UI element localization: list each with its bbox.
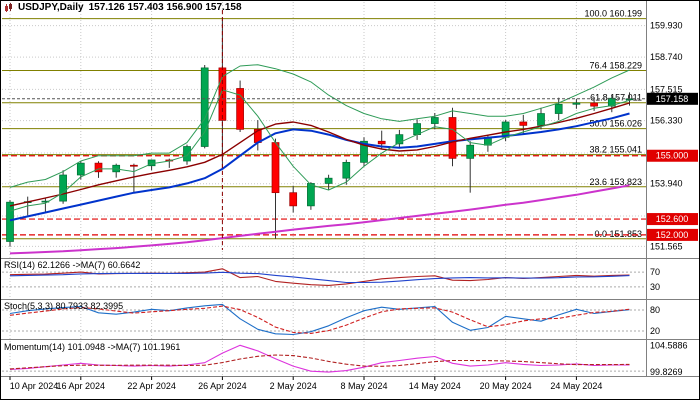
candle: [59, 174, 67, 202]
svg-text:23.6 153.823: 23.6 153.823: [589, 177, 642, 187]
candle: [519, 121, 528, 126]
price-axis-labels[interactable]: 159.930 158.740 157.515 156.330 153.940 151.5…: [650, 21, 683, 252]
svg-text:152.600: 152.600: [656, 214, 689, 224]
svg-text:159.930: 159.930: [650, 21, 683, 31]
svg-text:104.5886: 104.5886: [650, 340, 688, 350]
svg-text:158.740: 158.740: [650, 52, 683, 62]
stoch-signal-line: [9, 305, 630, 334]
candle: [307, 183, 315, 207]
fibonacci-layer: 100.0 160.199 76.4 158.229 61.8 157.011 50.…: [2, 9, 646, 240]
candle: [377, 140, 386, 145]
svg-text:70: 70: [650, 267, 660, 277]
svg-text:10 Apr 2024: 10 Apr 2024: [10, 381, 59, 391]
svg-text:0.0 151.853: 0.0 151.853: [594, 229, 642, 239]
momentum-pane-layer: 104.5886 99.8269: [2, 340, 688, 377]
svg-text:99.8269: 99.8269: [650, 367, 683, 377]
svg-text:76.4 158.229: 76.4 158.229: [589, 61, 642, 71]
svg-text:152.000: 152.000: [656, 230, 689, 240]
candle: [590, 102, 598, 107]
rsi-pane-layer: 70 30: [2, 267, 660, 292]
candle: [94, 162, 103, 173]
svg-text:8 May 2024: 8 May 2024: [340, 381, 387, 391]
svg-text:80: 80: [650, 305, 660, 315]
svg-text:157.158: 157.158: [656, 94, 689, 104]
svg-text:14 May 2024: 14 May 2024: [409, 381, 461, 391]
rsi-ma7-line: [9, 271, 630, 284]
momentum-ma7-line: [9, 354, 630, 370]
svg-text:30: 30: [650, 282, 660, 292]
svg-text:26 Apr 2024: 26 Apr 2024: [198, 381, 247, 391]
svg-text:38.2 155.041: 38.2 155.041: [589, 145, 642, 155]
band-green-upper: [9, 64, 630, 188]
candle: [324, 177, 333, 184]
candle: [200, 67, 209, 147]
price-axis-boxes: 157.158 155.000 152.600 152.000: [647, 92, 698, 241]
svg-text:2 May 2024: 2 May 2024: [270, 381, 317, 391]
overlay-ma-layer: [9, 64, 630, 255]
candle: [554, 103, 563, 114]
svg-text:153.940: 153.940: [650, 179, 683, 189]
ma-blue-medium: [9, 112, 630, 222]
svg-text:16 Apr 2024: 16 Apr 2024: [57, 381, 106, 391]
svg-text:50.0 156.026: 50.0 156.026: [589, 119, 642, 129]
candle: [572, 102, 581, 105]
svg-text:24 May 2024: 24 May 2024: [550, 381, 602, 391]
candle: [289, 192, 298, 207]
ma-magenta-slow: [9, 184, 630, 255]
candle: [448, 117, 457, 159]
candle: [236, 88, 244, 130]
svg-text:20 May 2024: 20 May 2024: [480, 381, 532, 391]
ma-green-fast: [9, 89, 630, 212]
candle: [360, 140, 368, 163]
candle: [271, 142, 280, 194]
candle: [430, 117, 439, 124]
candle: [342, 161, 351, 179]
candle: [607, 97, 616, 107]
candle: [130, 164, 138, 167]
stoch-pane-layer: 80 20: [2, 303, 660, 336]
ma-maroon: [9, 102, 630, 207]
svg-text:20: 20: [650, 326, 660, 336]
svg-text:100.0 160.199: 100.0 160.199: [584, 9, 642, 19]
candle: [6, 201, 14, 242]
svg-text:156.330: 156.330: [650, 116, 683, 126]
stoch-main-line: [9, 303, 630, 336]
candle: [466, 144, 475, 159]
svg-text:155.000: 155.000: [656, 151, 689, 161]
levels-layer: [2, 155, 646, 236]
svg-text:61.8 157.011: 61.8 157.011: [590, 93, 642, 103]
candle: [395, 134, 404, 145]
svg-text:22 Apr 2024: 22 Apr 2024: [127, 381, 176, 391]
svg-text:151.565: 151.565: [650, 241, 683, 251]
candle: [183, 146, 191, 162]
candle: [537, 113, 545, 126]
candle: [76, 162, 85, 176]
svg-text:157.515: 157.515: [650, 84, 683, 94]
